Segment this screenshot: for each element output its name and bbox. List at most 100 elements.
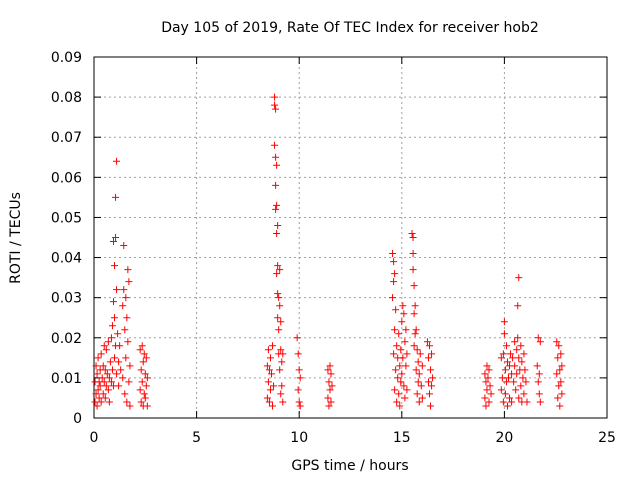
data-point: [523, 398, 531, 406]
data-point: [272, 181, 280, 189]
data-point: [400, 310, 408, 318]
data-point: [121, 326, 129, 334]
data-point: [296, 402, 304, 410]
data-point: [102, 346, 110, 354]
data-point: [418, 362, 426, 370]
data-point: [327, 398, 335, 406]
data-point: [411, 330, 419, 338]
data-point: [556, 402, 564, 410]
data-point: [273, 229, 281, 237]
data-point: [115, 358, 123, 366]
data-point: [533, 362, 541, 370]
data-point: [274, 221, 282, 229]
data-point: [497, 354, 505, 362]
data-point: [266, 354, 274, 362]
data-point: [412, 326, 420, 334]
data-point: [95, 394, 103, 402]
data-point: [107, 334, 115, 342]
data-point: [500, 318, 508, 326]
data-point: [294, 386, 302, 394]
data-point: [271, 93, 279, 101]
data-point: [395, 390, 403, 398]
data-point: [515, 274, 523, 282]
data-point: [424, 354, 432, 362]
data-point: [486, 382, 494, 390]
data-point: [536, 398, 544, 406]
data-point: [326, 362, 334, 370]
data-point: [136, 386, 144, 394]
y-tick-label: 0: [73, 411, 82, 427]
data-point: [324, 394, 332, 402]
data-point: [402, 326, 410, 334]
data-point: [403, 386, 411, 394]
data-point: [98, 374, 106, 382]
data-point: [398, 318, 406, 326]
data-point: [521, 366, 529, 374]
data-point: [324, 366, 332, 374]
data-point: [276, 266, 284, 274]
data-point: [483, 386, 491, 394]
y-tick-label: 0.08: [51, 90, 82, 106]
data-point: [410, 310, 418, 318]
x-tick-label: 5: [192, 430, 201, 446]
data-point: [125, 378, 133, 386]
data-point: [501, 366, 509, 374]
data-point: [500, 330, 508, 338]
data-point: [415, 370, 423, 378]
data-point: [325, 378, 333, 386]
data-point: [515, 394, 523, 402]
data-point: [277, 318, 285, 326]
data-point: [276, 302, 284, 310]
data-point: [390, 278, 398, 286]
data-point: [535, 390, 543, 398]
data-point: [535, 370, 543, 378]
data-point: [511, 338, 519, 346]
data-point: [276, 366, 284, 374]
data-point: [263, 362, 271, 370]
data-point: [390, 350, 398, 358]
y-tick-label: 0.05: [51, 210, 82, 226]
data-point: [398, 370, 406, 378]
data-point: [97, 350, 105, 358]
data-point: [423, 338, 431, 346]
data-point: [269, 342, 277, 350]
data-point: [105, 398, 113, 406]
data-point: [112, 234, 120, 241]
data-point: [126, 362, 134, 370]
data-point: [401, 338, 409, 346]
data-point: [326, 386, 334, 394]
data-point: [111, 354, 119, 362]
data-point: [502, 378, 510, 386]
data-point: [141, 394, 149, 402]
data-point: [409, 234, 417, 241]
plot-border: [93, 56, 608, 419]
data-point: [429, 374, 437, 382]
data-point: [397, 346, 405, 354]
data-point: [391, 270, 399, 278]
data-point: [394, 374, 402, 382]
data-point: [427, 366, 435, 374]
tick-marks: [93, 56, 608, 419]
data-point: [413, 390, 421, 398]
data-point: [498, 374, 506, 382]
data-point: [96, 382, 104, 390]
data-point: [140, 390, 148, 398]
data-point: [295, 398, 303, 406]
data-point: [503, 358, 511, 366]
data-point: [534, 378, 542, 386]
data-point: [124, 338, 132, 346]
data-point: [396, 362, 404, 370]
data-point: [392, 306, 400, 314]
data-point: [93, 402, 101, 410]
data-point: [534, 334, 542, 342]
data-point: [104, 338, 112, 346]
data-point: [553, 370, 561, 378]
data-point: [94, 354, 102, 362]
data-point: [555, 342, 563, 350]
grid: [94, 57, 607, 418]
data-point: [100, 342, 108, 350]
data-point: [116, 342, 124, 350]
data-point: [143, 374, 151, 382]
x-tick-label: 25: [598, 430, 616, 446]
